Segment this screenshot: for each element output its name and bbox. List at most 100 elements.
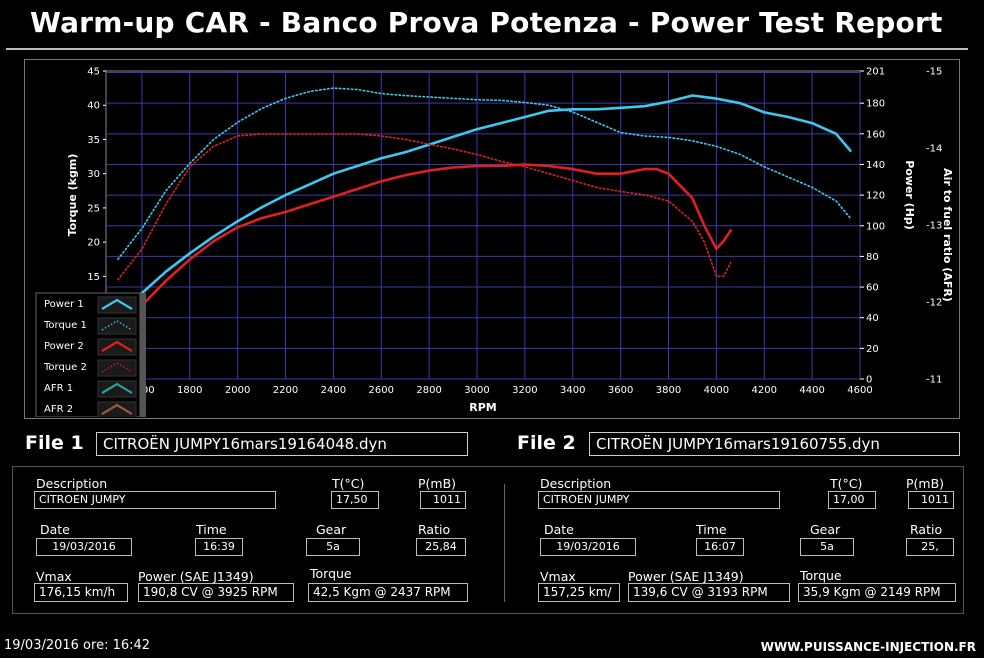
torque-tick-label: 25 [87,203,100,214]
power-tick-label: 0 [866,375,872,386]
x-axis-title: RPM [469,401,496,414]
legend-label: AFR 1 [44,383,73,394]
file2-pressure-value: 1011 [908,491,954,509]
file2-power-label: Power (SAE J1349) [628,569,744,584]
torque-tick-label: 45 [87,67,100,78]
file1-label: File 1 [25,432,84,454]
file1-gear-value: 5a [306,538,360,556]
series-line-power-2 [116,163,733,326]
x-tick-label: 2200 [273,385,298,396]
power-tick-label: 20 [866,344,879,355]
file2-date-label: Date [544,522,574,537]
torque-tick-label: 15 [87,272,100,283]
legend-swatch-power-1 [101,298,133,310]
torque-tick-label: 30 [87,169,100,180]
power-tick-label: 180 [866,99,885,110]
file2-vmax-label: Vmax [540,569,576,584]
series-line-power-1 [116,94,852,313]
report-title: Warm-up CAR - Banco Prova Potenza - Powe… [30,6,943,39]
x-tick-label: 4600 [847,385,872,396]
file1-temp-value: 17,50 [331,491,379,509]
legend-label: Power 2 [44,341,84,352]
footer-website-link[interactable]: WWW.PUISSANCE-INJECTION.FR [760,640,976,654]
power-tick-label: 60 [866,283,879,294]
legend-label: AFR 2 [44,404,73,415]
x-tick-label: 1800 [177,385,202,396]
file2-filename: CITROËN JUMPY16mars19160755.dyn [589,432,960,456]
file2-time-label: Time [696,522,727,537]
x-tick-label: 3200 [512,385,537,396]
dyno-chart: 1600180020002200240026002800300032003400… [35,67,954,417]
file1-vmax-label: Vmax [36,569,72,584]
power-tick-label: 140 [866,160,885,171]
legend-swatch-afr-2 [101,403,133,415]
legend-swatch-torque-2 [101,362,133,373]
file2-ratio-label: Ratio [910,522,943,537]
legend-label: Torque 1 [43,320,87,331]
x-tick-label: 2400 [321,385,346,396]
power-axis-title: Power (Hp) [903,160,916,230]
file1-torque-value: 42,5 Kgm @ 2437 RPM [308,583,468,602]
file1-pressure-value: 1011 [420,491,466,509]
series-line-torque-1 [117,87,852,260]
legend: Power 1 Torque 1 Power 2 Torque 2 AFR 1 AFR 2 [35,292,146,417]
legend-swatch-bg [97,401,137,417]
file2-description-label: Description [540,476,612,491]
file2-torque-value: 35,9 Kgm @ 2149 RPM [798,583,956,602]
file1-description-label: Description [36,476,108,491]
file2-ratio-value: 25, [906,538,954,556]
x-tick-label: 3400 [560,385,585,396]
power-tick-label: 201 [866,67,885,78]
x-tick-label: 3000 [464,385,489,396]
axis-ticks: 1600180020002200240026002800300032003400… [66,67,954,415]
legend-swatch-afr-1 [101,382,133,394]
file2-temp-label: T(°C) [830,476,863,491]
torque-axis-title: Torque (kgm) [66,154,79,237]
legend-swatch-bg [97,338,137,356]
file2-torque-label: Torque [800,568,842,583]
footer-timestamp: 19/03/2016 ore: 16:42 [4,638,151,653]
file1-filename: CITROËN JUMPY16mars19164048.dyn [96,432,468,456]
file1-gear-label: Gear [316,522,347,537]
file2-power-value: 139,6 CV @ 3193 RPM [628,583,790,602]
afr-tick-label: -13 [926,221,942,232]
x-tick-label: 4400 [799,385,824,396]
afr-axis-title: Air to fuel ratio (AFR) [941,168,954,302]
afr-tick-label: -11 [926,375,942,386]
torque-tick-label: 20 [87,238,100,249]
file2-vmax-value: 157,25 km/ [538,583,620,602]
legend-swatch-bg [97,359,137,377]
file1-temp-label: T(°C) [332,476,365,491]
legend-swatch-torque-1 [101,320,133,331]
legend-label: Power 1 [44,299,84,310]
afr-tick-label: -15 [926,67,942,78]
file1-torque-label: Torque [310,566,352,581]
x-tick-label: 2000 [225,385,250,396]
x-tick-label: 2800 [416,385,441,396]
file1-time-value: 16:39 [195,538,243,556]
legend-swatch-power-2 [101,340,133,352]
file1-ratio-label: Ratio [418,522,451,537]
x-tick-label: 3800 [656,385,681,396]
power-tick-label: 120 [866,191,885,202]
file2-label: File 2 [517,432,576,454]
file1-date-value: 19/03/2016 [36,538,132,556]
power-tick-label: 100 [866,221,885,232]
legend-swatch-bg [97,296,137,314]
legend-swatch-bg [97,317,137,335]
torque-tick-label: 35 [87,135,100,146]
file2-date-value: 19/03/2016 [540,538,636,556]
plot-area [105,70,861,380]
file2-gear-value: 5a [800,538,854,556]
afr-tick-label: -14 [926,144,942,155]
file2-description-value: CITROEN JUMPY [538,491,780,509]
legend-swatch-bg [97,380,137,398]
file1-description-value: CITROEN JUMPY [34,491,276,509]
afr-tick-label: -12 [926,298,942,309]
grid-lines [105,70,861,380]
torque-tick-label: 40 [87,101,100,112]
title-divider [6,48,968,50]
legend-label: Torque 2 [43,362,87,373]
x-tick-label: 3600 [608,385,633,396]
series-line-torque-2 [117,133,732,281]
